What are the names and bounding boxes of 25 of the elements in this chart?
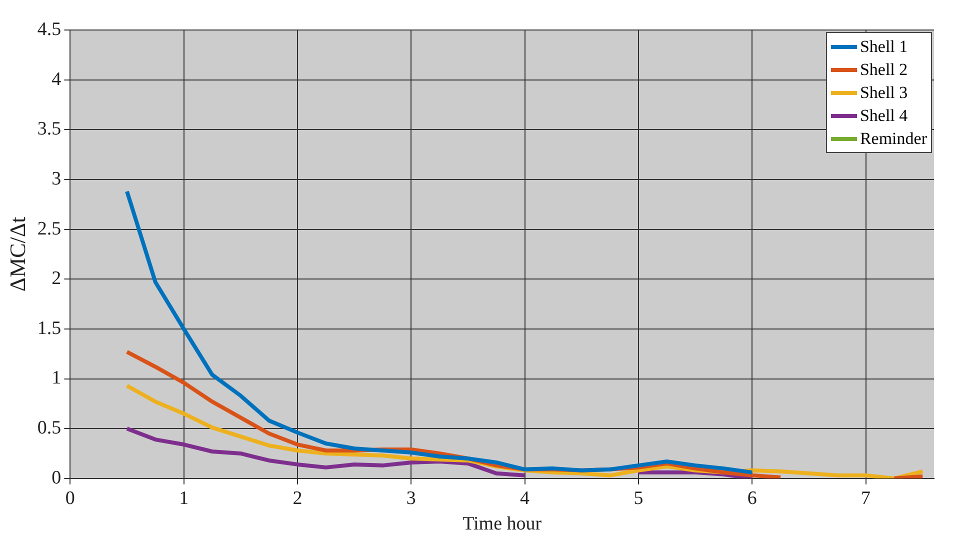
x-tick-label: 2 — [292, 488, 302, 509]
legend-label: Shell 2 — [860, 59, 908, 81]
x-tick-label: 7 — [861, 488, 871, 509]
legend-label: Shell 4 — [860, 105, 908, 127]
x-tick-label: 3 — [406, 488, 416, 509]
y-tick-label: 4.5 — [37, 18, 62, 40]
y-tick-label: 3 — [52, 168, 62, 190]
y-tick-label: 4 — [52, 68, 62, 90]
x-tick-label: 0 — [65, 488, 75, 509]
legend-label: Reminder — [860, 128, 927, 150]
y-tick-label: 2.5 — [37, 218, 62, 240]
legend-label: Shell 1 — [860, 36, 908, 58]
legend-label: Shell 3 — [860, 82, 908, 104]
x-tick-label: 6 — [747, 488, 757, 509]
x-tick-label: 4 — [520, 488, 530, 509]
y-axis-title: ΔMC/Δt — [4, 216, 30, 292]
x-axis-title: Time hour — [462, 514, 542, 535]
y-tick-label: 1 — [52, 368, 62, 389]
y-tick-label: 3.5 — [37, 118, 62, 140]
y-tick-label: 0 — [52, 467, 62, 488]
y-tick-label: 0.5 — [37, 418, 62, 439]
x-tick-label: 5 — [634, 488, 644, 509]
y-tick-label: 2 — [52, 268, 62, 290]
y-tick-label: 1.5 — [37, 318, 62, 339]
x-tick-label: 1 — [179, 488, 189, 509]
